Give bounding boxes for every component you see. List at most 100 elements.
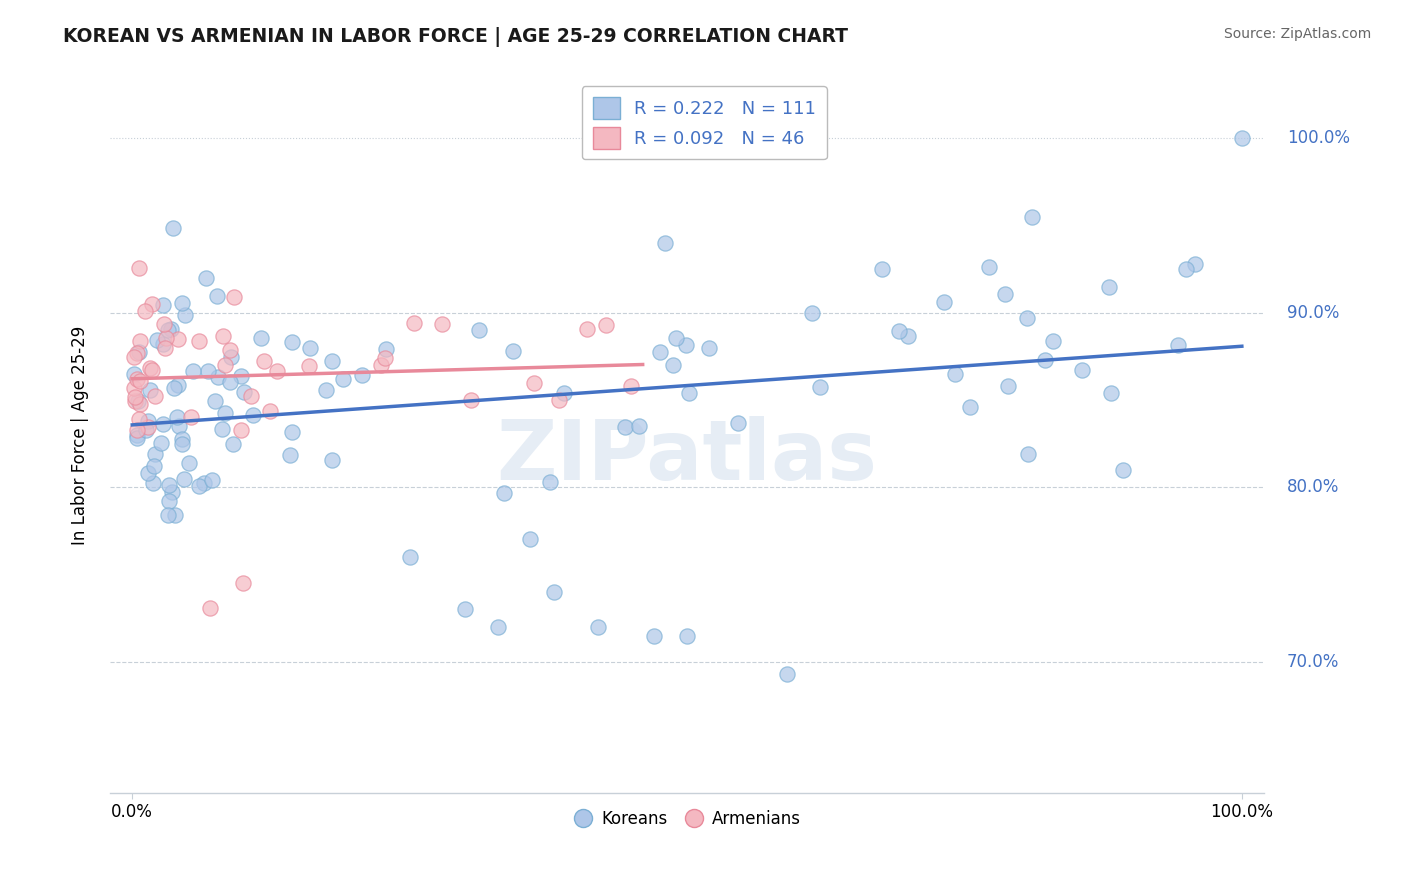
Point (454, 602, 477, 616)
Point (214, 358, 236, 372)
Point (229, 368, 252, 383)
Point (125, 431, 148, 445)
Point (1021, 210, 1043, 224)
Point (678, 386, 700, 401)
Point (352, 368, 374, 382)
Point (214, 406, 236, 420)
Point (139, 360, 162, 375)
Point (159, 322, 181, 336)
Text: 80.0%: 80.0% (1286, 478, 1340, 496)
Point (1017, 310, 1039, 325)
Point (249, 331, 271, 345)
Point (776, 667, 799, 681)
Point (197, 363, 219, 377)
Text: ZIPatlas: ZIPatlas (496, 416, 877, 497)
Point (205, 289, 228, 303)
Point (232, 384, 254, 399)
Point (1230, 131, 1253, 145)
Point (127, 372, 149, 386)
Point (125, 346, 148, 360)
Point (162, 220, 184, 235)
Point (194, 271, 217, 285)
Point (278, 448, 301, 462)
Point (152, 336, 174, 351)
Point (332, 371, 354, 385)
Point (218, 343, 240, 358)
Text: KOREAN VS ARMENIAN IN LABOR FORCE | AGE 25-29 CORRELATION CHART: KOREAN VS ARMENIAN IN LABOR FORCE | AGE … (63, 27, 848, 46)
Point (232, 576, 254, 591)
Point (321, 452, 343, 467)
Point (808, 380, 831, 394)
Point (242, 408, 264, 422)
Point (959, 400, 981, 414)
Point (128, 261, 150, 276)
Point (398, 550, 420, 565)
Point (127, 427, 149, 442)
Point (1175, 262, 1198, 277)
Point (129, 397, 152, 411)
Point (124, 390, 146, 404)
Point (299, 342, 322, 356)
Point (375, 342, 398, 356)
Point (152, 298, 174, 312)
Point (219, 351, 242, 365)
Point (122, 367, 145, 381)
Point (1042, 334, 1064, 348)
Point (218, 375, 240, 389)
Point (146, 333, 169, 347)
Point (170, 296, 193, 310)
Point (124, 351, 146, 365)
Point (281, 335, 304, 350)
Point (138, 383, 160, 397)
Point (136, 414, 159, 428)
Point (136, 466, 159, 480)
Point (222, 437, 245, 451)
Point (1184, 258, 1206, 272)
Point (502, 344, 524, 359)
Point (128, 412, 150, 426)
Point (152, 417, 174, 432)
Point (193, 475, 215, 490)
Point (211, 422, 233, 436)
Point (170, 436, 193, 450)
Point (162, 484, 184, 499)
Point (548, 393, 571, 408)
Point (588, 620, 610, 634)
Point (370, 359, 392, 373)
Point (1112, 463, 1135, 477)
Point (163, 381, 186, 395)
Point (997, 378, 1019, 392)
Point (281, 425, 304, 440)
Point (494, 485, 516, 500)
Point (141, 363, 163, 377)
Point (519, 533, 541, 547)
Point (1033, 353, 1056, 368)
Point (122, 381, 145, 395)
Point (142, 459, 165, 474)
Point (614, 420, 637, 434)
Point (198, 600, 221, 615)
Point (143, 389, 166, 403)
Point (620, 379, 643, 393)
Point (180, 409, 202, 424)
Point (576, 321, 599, 335)
Point (200, 473, 222, 487)
Point (889, 324, 911, 338)
Point (538, 475, 561, 489)
Point (697, 341, 720, 355)
Point (129, 374, 152, 388)
Point (174, 308, 197, 322)
Point (152, 317, 174, 331)
Point (468, 323, 491, 337)
Point (298, 359, 321, 374)
Point (932, 295, 955, 310)
Point (224, 290, 246, 304)
Point (129, 334, 152, 348)
Point (143, 447, 166, 461)
Point (188, 479, 211, 493)
Y-axis label: In Labor Force | Age 25-29: In Labor Force | Age 25-29 (72, 326, 89, 545)
Point (665, 331, 688, 345)
Point (253, 353, 276, 368)
Point (124, 393, 146, 408)
Point (125, 424, 148, 438)
